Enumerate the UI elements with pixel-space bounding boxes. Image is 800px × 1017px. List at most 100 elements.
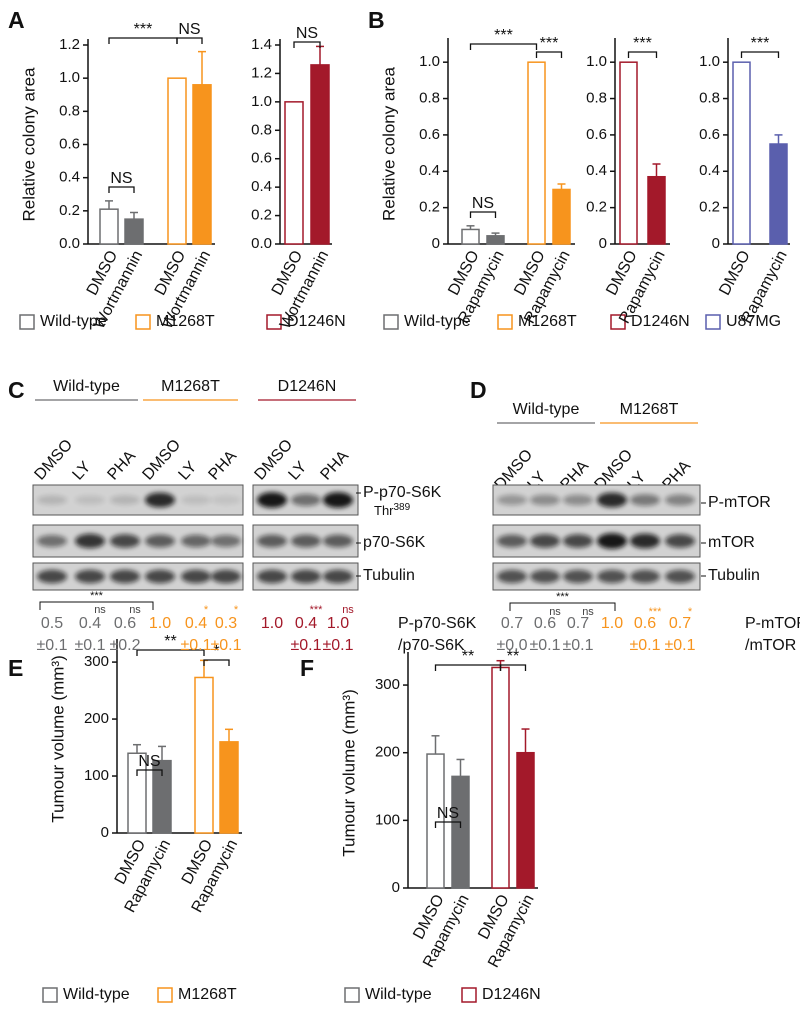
bar (99, 208, 119, 245)
bar (619, 61, 638, 245)
significance-label: *** (540, 35, 559, 52)
ratio-error: ±0.1 (74, 637, 105, 654)
bar (310, 64, 330, 245)
y-tick-label: 1.0 (586, 53, 607, 70)
blot-band (323, 492, 353, 508)
blot-band (530, 534, 560, 548)
y-tick-label: 300 (84, 653, 109, 670)
error-bar (133, 743, 141, 754)
ratio-value: 0.7 (669, 615, 691, 632)
y-tick-label: 0.4 (586, 162, 607, 179)
blot-band (37, 569, 67, 584)
significance-label: NS (472, 195, 494, 212)
y-tick-label: 0 (599, 235, 607, 252)
blot-band (181, 569, 211, 584)
significance-label: NS (178, 21, 200, 38)
bar (732, 61, 751, 245)
blot-band (563, 534, 593, 548)
legend-swatch (610, 314, 626, 330)
y-tick-label: 0.4 (59, 169, 80, 186)
blot-band (211, 495, 241, 505)
legend-swatch (266, 314, 282, 330)
significance-bracket (108, 37, 178, 44)
significance-label: *** (134, 21, 153, 38)
blot-band (211, 535, 241, 547)
ratio-value: 0.6 (534, 615, 556, 632)
significance-bracket (203, 659, 230, 666)
error-bar (652, 163, 661, 177)
blot-band (323, 569, 353, 584)
y-tick-label: 0 (392, 879, 400, 896)
lane-label: PHA (317, 447, 352, 483)
error-bar (466, 225, 475, 230)
bar (124, 218, 144, 245)
blot-band (530, 569, 560, 584)
ratio-value: 0.7 (501, 615, 523, 632)
y-tick-label: 0.8 (699, 90, 720, 107)
legend-label: D1246N (287, 313, 346, 330)
ratio-significance: ns (129, 604, 141, 616)
legend-label: Wild-type (365, 986, 432, 1003)
blot-band (110, 569, 140, 584)
y-axis-label: Tumour volume (mm³) (48, 655, 67, 823)
significance-label: NS (110, 170, 132, 187)
bar (192, 84, 212, 245)
ratio-label: P-mTOR (745, 615, 800, 632)
error-bar (158, 745, 166, 761)
blot-band (37, 495, 67, 505)
y-tick-label: 200 (375, 744, 400, 761)
row-site-number: 389 (394, 502, 411, 513)
blot-band (665, 569, 695, 584)
significance-bracket (136, 649, 205, 656)
significance-bracket (434, 821, 462, 828)
bar (194, 676, 214, 834)
ratio-significance: ns (94, 604, 106, 616)
ratio-value: 0.5 (41, 615, 63, 632)
legend-label: Wild-type (40, 313, 107, 330)
blot-band (110, 534, 140, 548)
significance-label: *** (494, 27, 513, 44)
group-label: M1268T (620, 401, 679, 418)
ratio-error: ±0.1 (36, 637, 67, 654)
ratio-error: ±0.1 (562, 637, 593, 654)
legend-swatch (19, 314, 35, 330)
blot-band (323, 534, 353, 548)
blot-band (665, 494, 695, 506)
blot-band (145, 569, 175, 584)
error-bar (431, 735, 440, 755)
group-label: Wild-type (513, 401, 580, 418)
significance-bracket (509, 602, 616, 611)
x-tick-label: DMSO (716, 248, 754, 298)
y-tick-label: 200 (84, 710, 109, 727)
ratio-label: /p70-S6K (398, 637, 465, 654)
ratio-significance: ns (549, 606, 561, 618)
panel-label: A (8, 7, 25, 33)
row-site: Thr389 (374, 502, 411, 519)
ratio-error: ±0.1 (180, 637, 211, 654)
bar (219, 741, 239, 834)
y-tick-label: 0.8 (586, 90, 607, 107)
blot-band (665, 534, 695, 548)
ratio-value: 1.0 (149, 615, 171, 632)
blot-band (257, 492, 287, 508)
blot-band (37, 535, 67, 547)
ratio-value: 1.0 (327, 615, 349, 632)
y-tick-label: 0.6 (699, 126, 720, 143)
bar (167, 77, 187, 245)
ratio-value: 0.6 (634, 615, 656, 632)
legend-label: Wild-type (404, 313, 471, 330)
blot-band (630, 569, 660, 584)
ratio-error: ±0.1 (529, 637, 560, 654)
y-axis-label: Relative colony area (19, 67, 38, 222)
row-label: p70-S6K (363, 534, 426, 551)
error-bar (774, 134, 783, 144)
significance-label: *** (556, 591, 570, 603)
blot-band (497, 534, 527, 548)
lane-label: LY (69, 458, 94, 483)
row-label: P-mTOR (708, 494, 771, 511)
y-tick-label: 0 (101, 824, 109, 841)
bar (486, 235, 505, 245)
legend-label: M1268T (178, 986, 237, 1003)
